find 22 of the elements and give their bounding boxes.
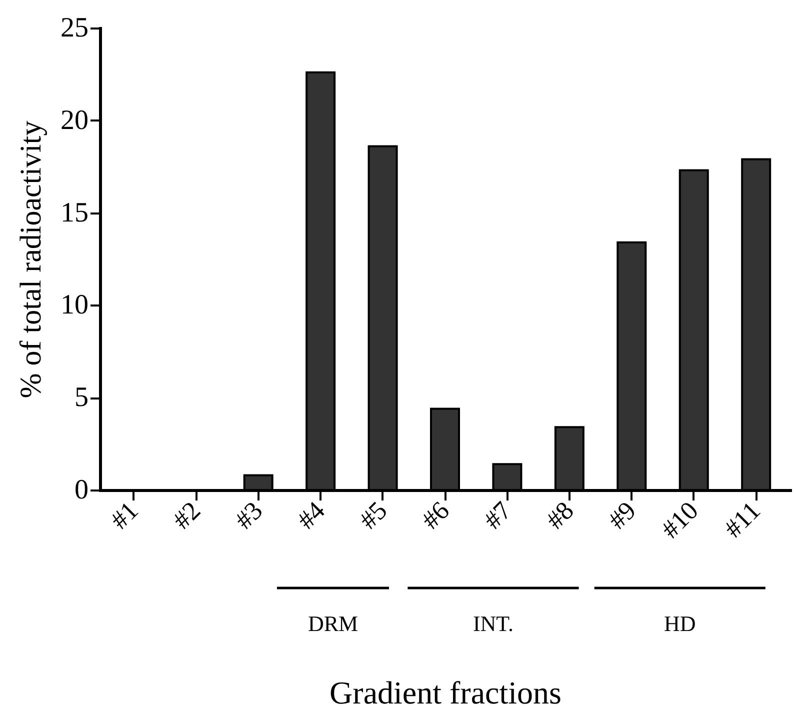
y-tick-label: 10 (60, 290, 88, 321)
y-tick-label: 15 (60, 197, 88, 228)
x-tick-label: #3 (229, 496, 268, 535)
text: INT. (472, 611, 514, 636)
x-axis-title: Gradient fractions (330, 674, 562, 710)
x-tick-label: #10 (656, 496, 704, 544)
text: DRM (308, 611, 358, 636)
y-tick-label: 0 (74, 474, 88, 506)
x-tick-label: #1 (104, 496, 144, 535)
x-tick-label: #7 (478, 496, 518, 535)
x-tick-label: #6 (416, 496, 455, 535)
text: HD (664, 611, 696, 636)
y-tick-label: 20 (60, 104, 88, 136)
x-tick-label: #9 (602, 496, 642, 535)
y-tick-label: 5 (74, 382, 88, 414)
y-tick-label: 25 (60, 12, 88, 44)
y-axis-title: % of total radioactivity (14, 120, 48, 398)
x-tick-label: #11 (718, 496, 766, 544)
x-tick-label: #4 (292, 496, 330, 535)
x-tick-label: #5 (354, 496, 393, 535)
x-tick-label: #2 (167, 496, 206, 535)
x-tick-label: #8 (540, 496, 580, 535)
